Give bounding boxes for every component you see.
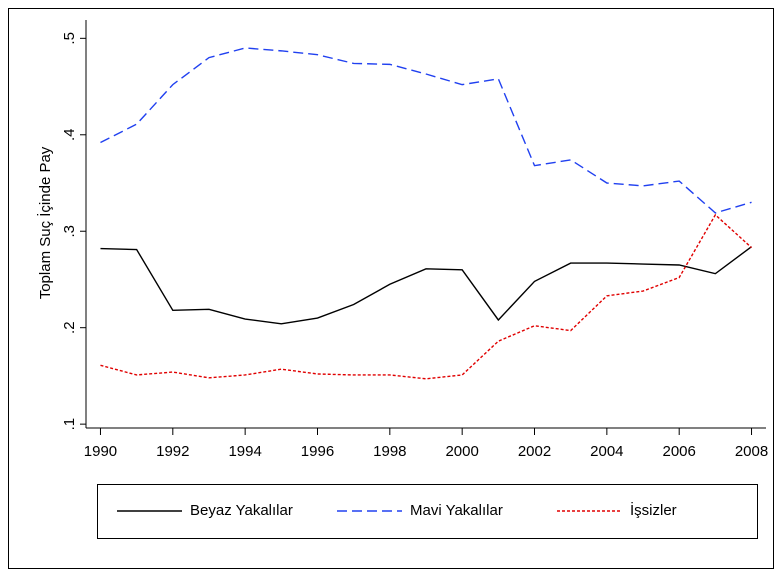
series-line [100,47,752,214]
x-tick-label: 1998 [373,443,406,460]
x-tick-label: 1992 [156,443,189,460]
y-tick-label: .2 [61,321,78,334]
x-tick-label: 2008 [735,443,768,460]
y-tick-label: .3 [61,225,78,238]
x-tick-label: 1996 [301,443,334,460]
legend-label: İşsizler [630,501,677,519]
legend-label: Mavi Yakalılar [410,502,503,519]
y-tick-label: .1 [61,418,78,431]
y-tick-label: .5 [61,32,78,45]
legend-label: Beyaz Yakalılar [190,502,293,519]
x-tick-label: 1994 [228,443,261,460]
y-tick-label: .4 [61,129,78,142]
series-line [100,246,752,325]
legend-box [97,484,758,539]
y-axis-label: Toplam Suç İçinde Pay [36,146,54,299]
x-tick-label: 2000 [445,443,478,460]
x-tick-label: 2002 [518,443,551,460]
x-tick-label: 2004 [590,443,623,460]
x-tick-label: 1990 [84,443,117,460]
x-tick-label: 2006 [663,443,696,460]
series-line [100,213,753,380]
outer-frame [8,8,774,569]
